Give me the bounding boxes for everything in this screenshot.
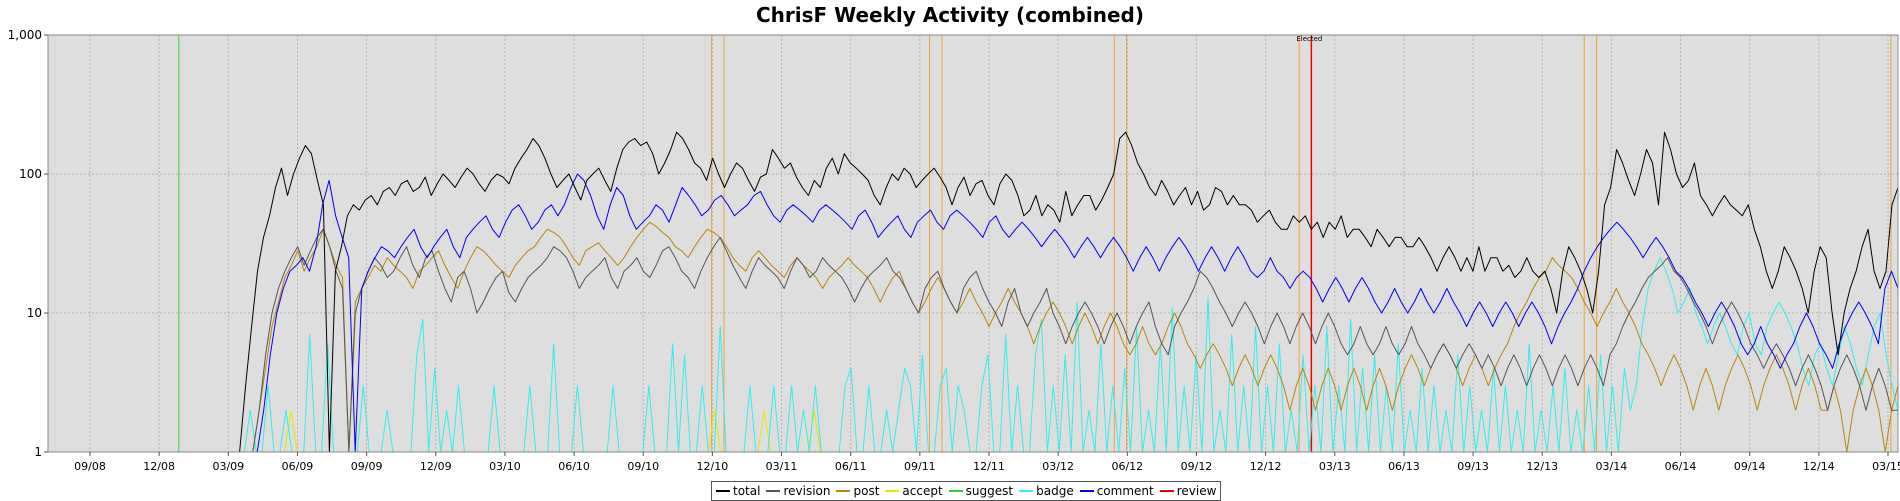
chart-title: ChrisF Weekly Activity (combined) xyxy=(755,3,1144,27)
legend-item-suggest: suggest xyxy=(948,484,1014,498)
y-tick-label: 100 xyxy=(19,167,42,181)
series-line-comment xyxy=(48,173,1899,453)
x-tick-label: 09/12 xyxy=(1181,460,1213,473)
x-tick-label: 06/14 xyxy=(1665,460,1697,473)
x-tick-label: 09/10 xyxy=(627,460,659,473)
grid-lines xyxy=(48,34,1898,453)
x-tick-label: 03/09 xyxy=(212,460,244,473)
series-line-revision xyxy=(48,228,1898,453)
event-marker-label: Elected xyxy=(1296,35,1322,43)
x-tick-label: 03/15 xyxy=(1872,460,1900,473)
y-tick-label: 1,000 xyxy=(8,28,42,42)
legend-label: accept xyxy=(902,484,943,498)
y-tick-label: 1 xyxy=(34,445,42,459)
legend-label: badge xyxy=(1036,484,1074,498)
legend-item-comment: comment xyxy=(1079,484,1154,498)
legend-swatch xyxy=(1159,490,1174,492)
x-tick-label: 09/11 xyxy=(904,460,936,473)
x-tick-label: 03/10 xyxy=(489,460,521,473)
x-tick-label: 09/13 xyxy=(1457,460,1489,473)
x-tick-label: 06/11 xyxy=(835,460,867,473)
legend-item-post: post xyxy=(836,484,879,498)
legend-item-total: total xyxy=(716,484,760,498)
x-axis-ticks: 09/08 12/08 03/09 06/09 09/09 12/09 03/10 06/10… xyxy=(74,452,1900,473)
y-axis-ticks: 1 10 100 1,000 xyxy=(8,28,48,459)
x-tick-label: 12/09 xyxy=(420,460,452,473)
x-tick-label: 03/14 xyxy=(1596,460,1628,473)
x-tick-label: 03/11 xyxy=(766,460,798,473)
x-tick-label: 06/10 xyxy=(558,460,590,473)
legend-swatch xyxy=(716,490,730,492)
legend-label: suggest xyxy=(965,484,1014,498)
legend-swatch xyxy=(948,490,963,492)
plot-border xyxy=(47,34,1899,453)
x-tick-label: 06/09 xyxy=(282,460,314,473)
series-line-post xyxy=(48,221,1899,453)
legend-item-accept: accept xyxy=(885,484,943,498)
legend-swatch xyxy=(1079,490,1094,492)
x-tick-label: 12/11 xyxy=(973,460,1005,473)
legend-label: comment xyxy=(1096,484,1154,498)
x-tick-label: 12/10 xyxy=(697,460,729,473)
event-markers: Elected xyxy=(178,35,1892,452)
legend-swatch xyxy=(885,490,900,492)
legend-label: total xyxy=(733,484,761,498)
x-tick-label: 06/12 xyxy=(1111,460,1143,473)
legend-label: review xyxy=(1176,484,1217,498)
legend-swatch xyxy=(836,490,851,492)
y-tick-label: 10 xyxy=(27,306,42,320)
x-tick-label: 03/13 xyxy=(1319,460,1351,473)
x-tick-label: 12/13 xyxy=(1526,460,1558,473)
legend-label: revision xyxy=(783,484,831,498)
x-tick-label: 03/12 xyxy=(1042,460,1074,473)
series-line-total xyxy=(48,131,1899,453)
legend-item-revision: revision xyxy=(766,484,830,498)
legend-item-review: review xyxy=(1159,484,1217,498)
legend-item-badge: badge xyxy=(1019,484,1074,498)
x-tick-label: 09/09 xyxy=(351,460,383,473)
chart-legend: total revision post accept suggest badge comme… xyxy=(711,481,1222,501)
x-tick-label: 12/12 xyxy=(1250,460,1282,473)
x-tick-label: 09/14 xyxy=(1734,460,1766,473)
legend-label: post xyxy=(853,484,880,498)
x-tick-label: 12/08 xyxy=(143,460,175,473)
legend-swatch xyxy=(1019,490,1034,492)
legend-swatch xyxy=(766,490,781,492)
x-tick-label: 06/13 xyxy=(1388,460,1420,473)
x-tick-label: 12/14 xyxy=(1803,460,1835,473)
plot-background xyxy=(48,35,1898,452)
x-tick-label: 09/08 xyxy=(74,460,106,473)
